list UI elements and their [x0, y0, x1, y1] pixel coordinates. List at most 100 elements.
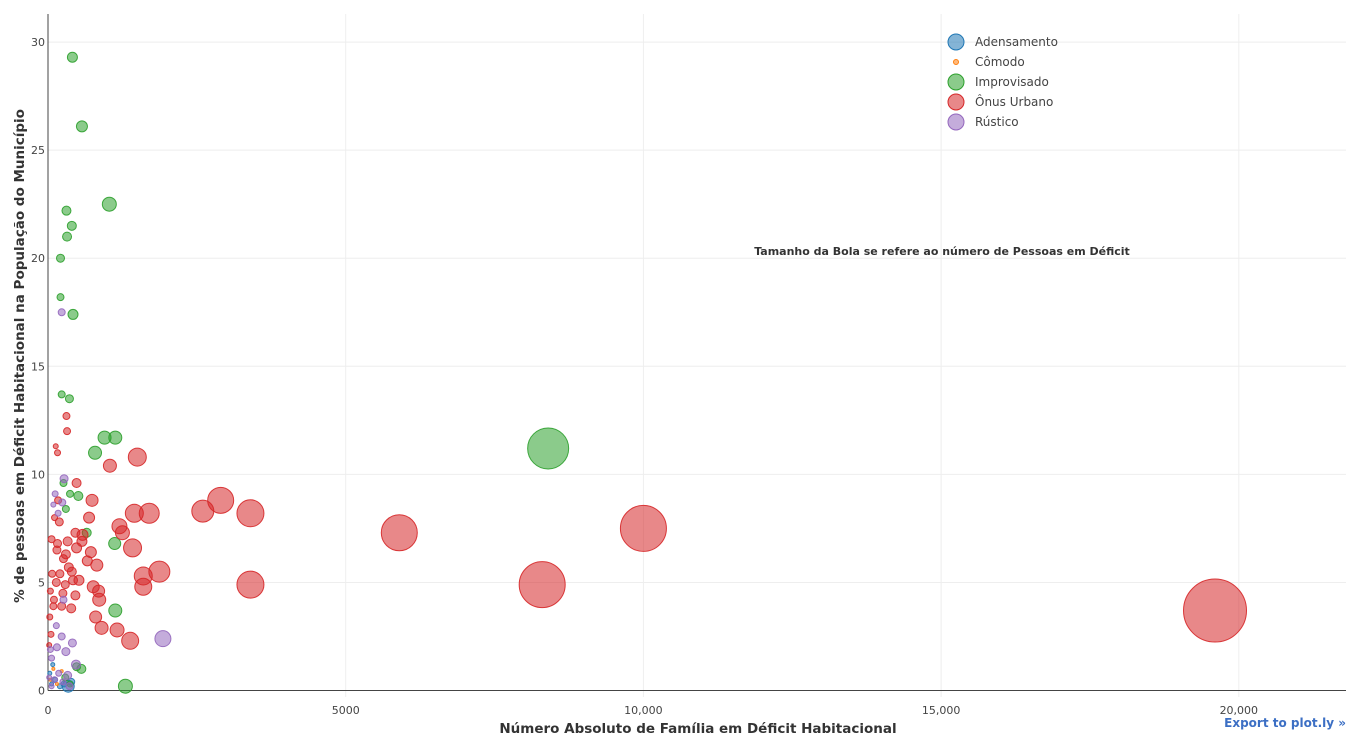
bubble-onus-urbano[interactable]	[48, 569, 57, 578]
bubble-improvisado[interactable]	[56, 253, 66, 263]
bubble-onus-urbano[interactable]	[380, 514, 418, 552]
bubble-rustico[interactable]	[48, 683, 55, 690]
bubble-rustico[interactable]	[59, 595, 68, 604]
bubble-rustico[interactable]	[57, 632, 66, 641]
bubble-onus-urbano[interactable]	[68, 575, 79, 586]
bubble-onus-urbano[interactable]	[52, 545, 62, 555]
bubble-onus-urbano[interactable]	[619, 504, 667, 552]
bubble-comodo[interactable]	[51, 666, 56, 671]
bubble-rustico[interactable]	[59, 678, 67, 686]
bubble-rustico[interactable]	[52, 643, 61, 652]
bubble-onus-urbano[interactable]	[81, 555, 93, 567]
bubble-onus-urbano[interactable]	[207, 486, 235, 514]
bubble-rustico[interactable]	[46, 645, 54, 653]
bubble-onus-urbano[interactable]	[90, 558, 104, 572]
bubble-onus-urbano[interactable]	[114, 525, 130, 541]
bubble-onus-urbano[interactable]	[60, 580, 70, 590]
bubble-onus-urbano[interactable]	[102, 458, 117, 473]
bubble-onus-urbano[interactable]	[121, 631, 140, 650]
bubble-rustico[interactable]	[70, 659, 81, 670]
bubble-improvisado[interactable]	[66, 220, 77, 231]
bubble-rustico[interactable]	[63, 670, 73, 680]
bubble-adensamento[interactable]	[50, 662, 56, 668]
bubble-onus-urbano[interactable]	[62, 536, 73, 547]
bubble-onus-urbano[interactable]	[63, 562, 74, 573]
bubble-improvisado[interactable]	[61, 205, 72, 216]
bubble-rustico[interactable]	[57, 308, 66, 317]
bubble-rustico[interactable]	[51, 676, 59, 684]
bubble-onus-urbano[interactable]	[134, 577, 153, 596]
bubble-rustico[interactable]	[51, 490, 59, 498]
bubble-improvisado[interactable]	[66, 51, 78, 63]
bubble-onus-urbano[interactable]	[51, 514, 59, 522]
bubble-onus-urbano[interactable]	[236, 499, 265, 528]
bubble-improvisado[interactable]	[108, 603, 123, 618]
bubble-onus-urbano[interactable]	[1183, 578, 1248, 643]
bubble-onus-urbano[interactable]	[52, 443, 59, 450]
legend-item-rustico[interactable]: Rústico	[947, 113, 1019, 131]
bubble-onus-urbano[interactable]	[70, 590, 81, 601]
bubble-improvisado[interactable]	[62, 231, 73, 242]
bubble-rustico[interactable]	[67, 638, 77, 648]
legend[interactable]: Adensamento Cômodo Improvisado Ônus Urbano R…	[947, 33, 1058, 131]
bubble-onus-urbano[interactable]	[86, 580, 100, 594]
bubble-improvisado[interactable]	[57, 390, 66, 399]
bubble-onus-urbano[interactable]	[71, 542, 83, 554]
bubble-onus-urbano[interactable]	[55, 569, 65, 579]
bubble-onus-urbano[interactable]	[109, 622, 125, 638]
bubble-onus-urbano[interactable]	[51, 577, 61, 587]
bubble-onus-urbano[interactable]	[518, 561, 566, 609]
bubble-improvisado[interactable]	[108, 537, 122, 551]
bubble-onus-urbano[interactable]	[63, 427, 72, 436]
bubble-rustico[interactable]	[54, 509, 62, 517]
legend-item-adensamento[interactable]: Adensamento	[947, 33, 1058, 51]
bubble-improvisado[interactable]	[61, 504, 70, 513]
bubble-improvisado[interactable]	[75, 120, 88, 133]
bubble-improvisado[interactable]	[73, 490, 84, 501]
bubble-onus-urbano[interactable]	[47, 535, 56, 544]
bubble-onus-urbano[interactable]	[58, 554, 68, 564]
bubble-improvisado[interactable]	[66, 489, 75, 498]
bubble-onus-urbano[interactable]	[83, 511, 96, 524]
bubble-improvisado[interactable]	[67, 308, 79, 320]
bubble-rustico[interactable]	[154, 630, 172, 648]
bubble-comodo[interactable]	[54, 682, 59, 687]
bubble-rustico[interactable]	[59, 474, 69, 484]
bubble-rustico[interactable]	[58, 498, 67, 507]
legend-item-improvisado[interactable]: Improvisado	[947, 73, 1049, 91]
bubble-rustico[interactable]	[65, 682, 74, 691]
bubble-improvisado[interactable]	[117, 678, 133, 694]
bubble-onus-urbano[interactable]	[46, 587, 54, 595]
bubble-rustico[interactable]	[52, 622, 60, 630]
legend-item-onus-urbano[interactable]: Ônus Urbano	[947, 93, 1053, 111]
bubble-onus-urbano[interactable]	[66, 603, 77, 614]
bubble-improvisado[interactable]	[64, 394, 74, 404]
bubble-onus-urbano[interactable]	[49, 595, 58, 604]
bubble-onus-urbano[interactable]	[54, 517, 64, 527]
bubble-improvisado[interactable]	[56, 293, 65, 302]
bubble-onus-urbano[interactable]	[89, 610, 103, 624]
bubble-rustico[interactable]	[61, 647, 71, 657]
export-to-plotly-link[interactable]: Export to plot.ly »	[1224, 716, 1346, 730]
bubble-onus-urbano[interactable]	[62, 412, 71, 421]
bubble-improvisado[interactable]	[527, 427, 570, 470]
bubble-improvisado[interactable]	[101, 196, 117, 212]
bubble-onus-urbano[interactable]	[94, 620, 109, 635]
bubble-onus-urbano[interactable]	[124, 503, 144, 523]
bubble-rustico[interactable]	[48, 654, 56, 662]
legend-item-comodo[interactable]: Cômodo	[953, 55, 1025, 69]
bubble-improvisado[interactable]	[97, 430, 112, 445]
bubble-onus-urbano[interactable]	[236, 570, 265, 599]
bubble-onus-urbano[interactable]	[127, 447, 147, 467]
bubble-improvisado[interactable]	[88, 445, 103, 460]
bubble-onus-urbano[interactable]	[123, 538, 143, 558]
bubble-onus-urbano[interactable]	[54, 449, 62, 457]
bubble-onus-urbano[interactable]	[191, 499, 215, 523]
bubble-onus-urbano[interactable]	[46, 613, 54, 621]
bubble-rustico[interactable]	[46, 674, 53, 681]
bubble-rustico[interactable]	[55, 669, 63, 677]
bubble-onus-urbano[interactable]	[47, 630, 55, 638]
bubble-onus-urbano[interactable]	[49, 602, 58, 611]
bubble-onus-urbano[interactable]	[71, 478, 82, 489]
bubble-rustico[interactable]	[50, 501, 57, 508]
